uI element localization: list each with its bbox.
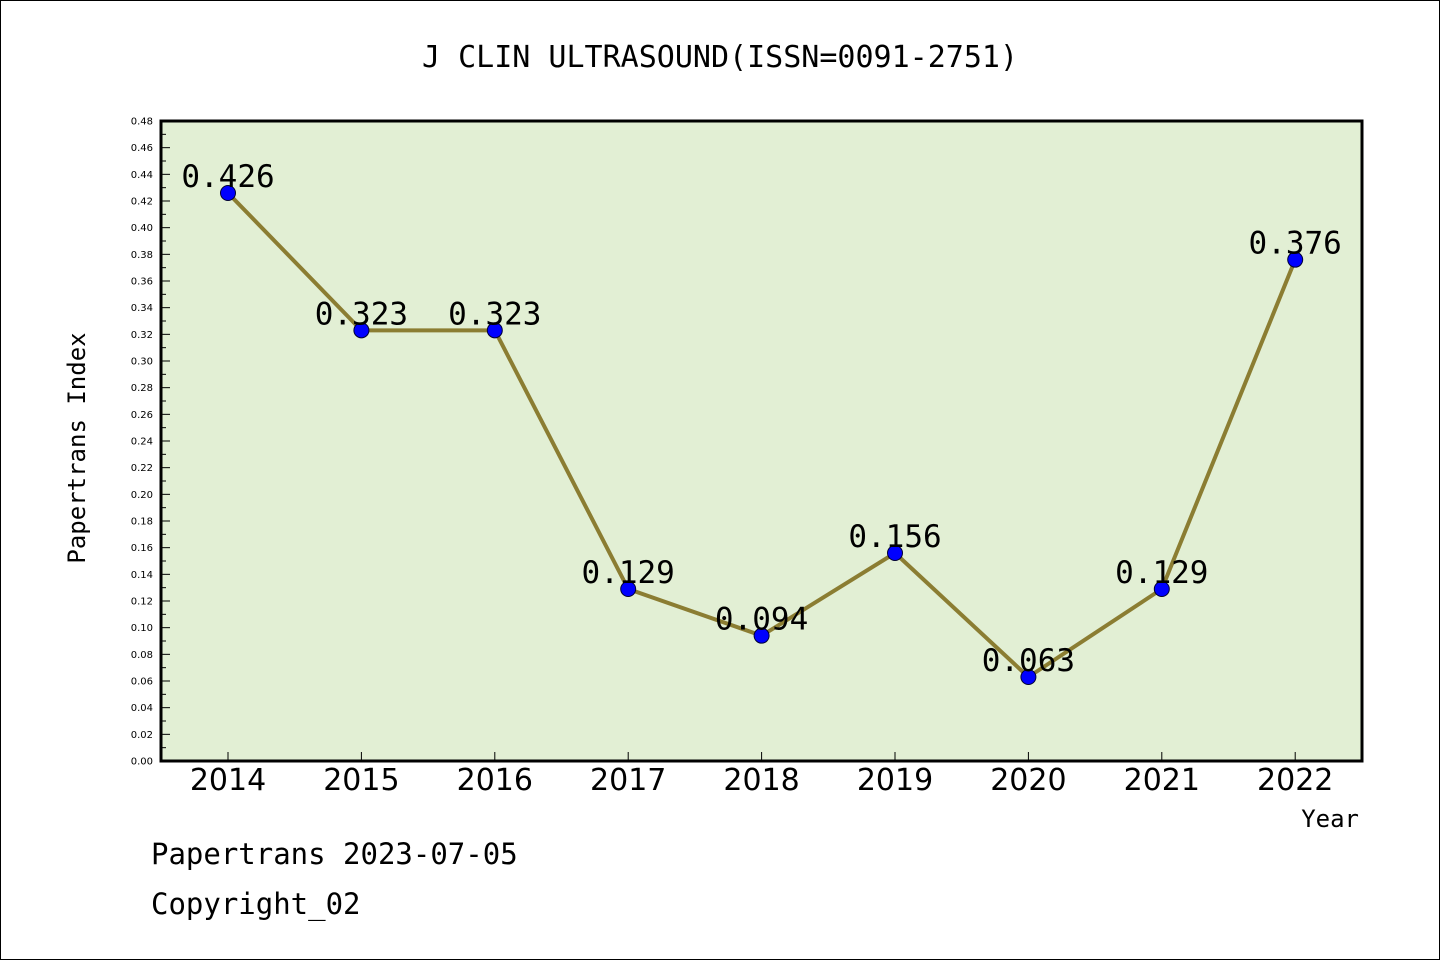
data-point bbox=[1020, 669, 1037, 685]
y-tick-label: 0.08 bbox=[131, 650, 153, 661]
y-tick-label: 0.12 bbox=[131, 597, 153, 608]
x-tick-label: 2022 bbox=[1257, 763, 1333, 798]
data-label: 0.376 bbox=[1249, 226, 1342, 262]
y-tick-label: 0.20 bbox=[131, 490, 153, 501]
y-axis: 0.00 0.02 0.04 0.06 0.08 0.10 0.12 0.14 0.16 0.18… bbox=[131, 117, 170, 768]
y-tick-label: 0.44 bbox=[131, 170, 153, 181]
x-tick-label: 2016 bbox=[457, 763, 533, 798]
data-label: 0.323 bbox=[315, 296, 408, 332]
data-label-group: 0.426 0.323 0.323 0.129 0.094 0.156 0.063 0.129… bbox=[181, 159, 1342, 679]
y-tick-label: 0.28 bbox=[131, 383, 153, 394]
y-tick-label: 0.14 bbox=[131, 570, 153, 581]
x-axis-title: Year bbox=[1301, 805, 1359, 833]
data-label: 0.129 bbox=[582, 555, 675, 591]
data-label: 0.426 bbox=[181, 159, 274, 195]
x-axis: 2014 2015 2016 2017 2018 2019 2020 2021 2022 bbox=[190, 752, 1333, 798]
footer-copyright: Copyright_02 bbox=[151, 887, 361, 922]
x-tick-label: 2017 bbox=[590, 763, 666, 798]
data-point bbox=[486, 322, 503, 339]
y-tick-label: 0.40 bbox=[131, 223, 153, 234]
y-tick-label: 0.38 bbox=[131, 250, 153, 261]
data-point bbox=[753, 627, 770, 644]
data-point bbox=[620, 581, 637, 597]
data-point bbox=[887, 545, 903, 561]
y-tick-label: 0.32 bbox=[131, 330, 153, 341]
data-point bbox=[353, 322, 370, 339]
x-tick-label: 2014 bbox=[190, 763, 266, 798]
series-line-group bbox=[220, 185, 1304, 685]
data-label: 0.063 bbox=[982, 643, 1075, 679]
y-tick-label: 0.36 bbox=[131, 277, 153, 288]
x-tick-label: 2020 bbox=[990, 763, 1066, 798]
y-tick-label: 0.18 bbox=[131, 517, 153, 528]
data-label: 0.156 bbox=[848, 519, 941, 555]
y-tick-label: 0.06 bbox=[131, 677, 153, 688]
data-label: 0.323 bbox=[448, 296, 541, 332]
y-tick-label: 0.10 bbox=[131, 623, 153, 634]
footer-source: Papertrans 2023-07-05 bbox=[151, 837, 518, 871]
chart-title: J CLIN ULTRASOUND(ISSN=0091-2751) bbox=[422, 40, 1018, 75]
data-point bbox=[1153, 581, 1170, 597]
x-tick-label: 2021 bbox=[1124, 763, 1200, 798]
y-tick-label: 0.46 bbox=[131, 143, 153, 154]
y-tick-label: 0.26 bbox=[131, 410, 153, 421]
x-tick-label: 2018 bbox=[723, 763, 799, 798]
y-tick-label: 0.24 bbox=[131, 437, 153, 448]
data-point bbox=[1287, 251, 1304, 268]
y-axis-title: Papertrans Index bbox=[63, 332, 91, 563]
y-tick-label: 0.04 bbox=[131, 703, 153, 714]
y-tick-label: 0.00 bbox=[131, 757, 153, 768]
y-tick-label: 0.16 bbox=[131, 543, 153, 554]
x-tick-label: 2019 bbox=[857, 763, 933, 798]
data-label: 0.094 bbox=[715, 602, 808, 638]
y-tick-label: 0.02 bbox=[131, 730, 153, 741]
y-tick-label: 0.48 bbox=[131, 117, 153, 128]
y-tick-label: 0.30 bbox=[131, 357, 153, 368]
x-tick-label: 2015 bbox=[323, 763, 399, 798]
plot-area bbox=[159, 119, 1364, 763]
y-tick-label: 0.22 bbox=[131, 463, 153, 474]
data-label: 0.129 bbox=[1115, 555, 1208, 591]
y-tick-label: 0.42 bbox=[131, 197, 153, 208]
data-point bbox=[220, 185, 236, 201]
y-tick-label: 0.34 bbox=[131, 303, 153, 314]
